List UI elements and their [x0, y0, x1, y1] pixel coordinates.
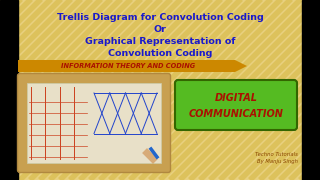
- Bar: [0, 0, 18, 180]
- Text: INFORMATION THEORY AND CODING: INFORMATION THEORY AND CODING: [61, 63, 196, 69]
- FancyBboxPatch shape: [18, 73, 171, 172]
- Bar: [27, 83, 161, 163]
- Text: Techno Tutorials: Techno Tutorials: [255, 152, 298, 158]
- Text: Convolution Coding: Convolution Coding: [108, 50, 212, 59]
- Text: Or: Or: [154, 26, 166, 35]
- Text: By Manju Singh: By Manju Singh: [257, 159, 298, 165]
- Text: Graphical Representation of: Graphical Representation of: [85, 37, 235, 46]
- Polygon shape: [18, 60, 247, 72]
- Bar: [302, 0, 320, 180]
- Text: COMMUNICATION: COMMUNICATION: [188, 109, 284, 119]
- Text: Trellis Diagram for Convolution Coding: Trellis Diagram for Convolution Coding: [57, 14, 263, 22]
- Text: DIGITAL: DIGITAL: [214, 93, 258, 103]
- FancyBboxPatch shape: [175, 80, 297, 130]
